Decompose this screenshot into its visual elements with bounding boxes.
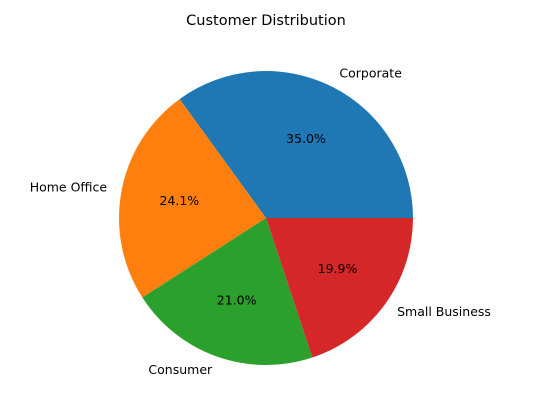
pie-slice-home-office [118,99,266,298]
slice-percent-label: 35.0% [286,131,326,146]
slice-percent-label: 21.0% [217,293,257,308]
chart-title: Customer Distribution [186,13,346,29]
slice-label: Corporate [339,65,402,80]
slice-percent-label: 19.9% [318,261,358,276]
pie-slice-corporate [179,71,413,218]
slice-label: Consumer [148,362,213,377]
slice-labels: Corporate Home Office Consumer Small Busine… [30,65,491,377]
pie-slices [118,71,413,365]
slice-label: Small Business [397,304,491,319]
pie-slice-small-business [266,218,413,358]
slice-percent-label: 24.1% [159,193,199,208]
slice-label: Home Office [30,180,108,195]
percent-labels: 35.0% 24.1% 21.0% 19.9% [159,131,357,308]
pie-slice-consumer [142,218,313,365]
